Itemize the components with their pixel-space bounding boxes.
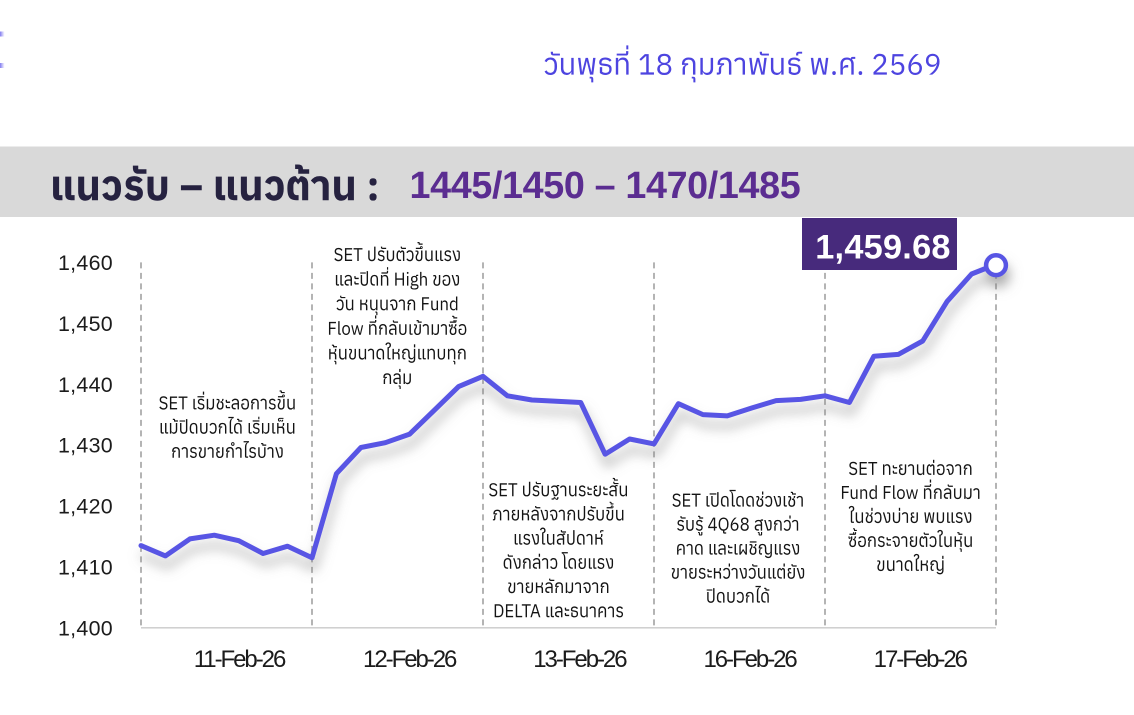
svg-text:12-Feb-26: 12-Feb-26 (363, 646, 457, 673)
svg-text:1445/1450 – 1470/1485: 1445/1450 – 1470/1485 (410, 164, 801, 206)
svg-text:1,459.68: 1,459.68 (815, 229, 951, 267)
svg-text:1,410: 1,410 (58, 556, 113, 580)
svg-text:1,440: 1,440 (58, 373, 113, 397)
svg-text:1,420: 1,420 (58, 495, 113, 519)
svg-text:17-Feb-26: 17-Feb-26 (874, 646, 968, 673)
svg-text:1,430: 1,430 (58, 434, 113, 458)
svg-text:13-Feb-26: 13-Feb-26 (533, 646, 627, 673)
svg-text:1,450: 1,450 (58, 312, 113, 336)
svg-text:1,460: 1,460 (58, 251, 113, 275)
svg-text:1,400: 1,400 (58, 616, 113, 640)
svg-text:16-Feb-26: 16-Feb-26 (703, 646, 797, 673)
svg-text:11-Feb-26: 11-Feb-26 (194, 646, 286, 673)
